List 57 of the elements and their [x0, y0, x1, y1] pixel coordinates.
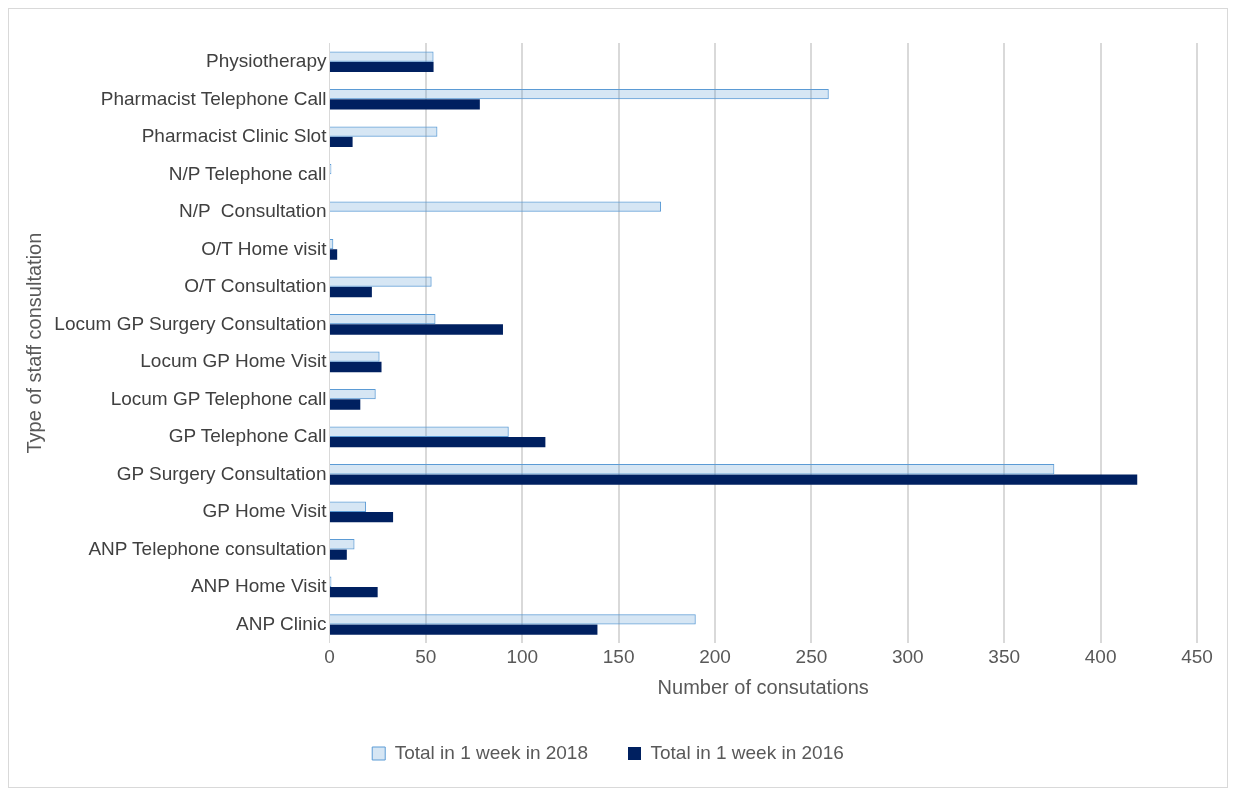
bar — [329, 549, 347, 560]
bar — [329, 361, 382, 373]
bar — [329, 286, 372, 298]
x-tick-label: 450 — [1181, 645, 1213, 667]
x-tick-label: 0 — [324, 645, 335, 667]
bar — [329, 52, 433, 61]
legend-label: Total in 1 week in 2016 — [650, 741, 844, 763]
x-tick-label: 350 — [988, 645, 1021, 667]
legend-label: Total in 1 week in 2018 — [394, 741, 588, 763]
bar — [329, 426, 509, 437]
x-tick-label: 300 — [891, 645, 924, 667]
y-tick-label: Locum GP Home Visit — [140, 350, 328, 372]
bar — [329, 436, 546, 448]
bar — [329, 277, 431, 286]
y-tick-label: GP Telephone Call — [168, 425, 327, 447]
y-tick-label: GP Surgery Consultation — [116, 462, 327, 484]
bar — [329, 99, 480, 110]
x-axis-title: Number of consutations — [657, 675, 869, 698]
bar — [329, 615, 695, 624]
y-tick-label: N/P Consultation — [178, 200, 327, 222]
x-tick-label: 50 — [415, 645, 437, 667]
x-tick-label: 400 — [1084, 645, 1117, 667]
bar — [329, 249, 338, 260]
x-tick-label: 200 — [699, 645, 731, 667]
bar — [329, 464, 1055, 475]
y-tick-label: Pharmacist Telephone Call — [100, 87, 327, 109]
bar — [329, 202, 661, 211]
y-tick-label: Locum GP Telephone call — [110, 387, 327, 409]
bar — [329, 352, 379, 361]
bar — [329, 127, 437, 136]
y-tick-label: GP Home Visit — [202, 500, 328, 522]
bar — [329, 389, 376, 400]
y-tick-label: O/T Consultation — [184, 275, 327, 297]
y-tick-label: O/T Home visit — [201, 237, 328, 259]
bar — [329, 324, 503, 335]
y-tick-label: Locum GP Surgery Consultation — [54, 312, 327, 334]
y-tick-label: Physiotherapy — [206, 49, 327, 71]
y-tick-label: ANP Clinic — [236, 612, 327, 634]
bar — [329, 314, 436, 325]
bar — [329, 501, 367, 512]
y-tick-label: N/P Telephone call — [168, 162, 327, 184]
y-tick-label: ANP Telephone consultation — [88, 537, 327, 559]
y-axis-title: Type of staff consultation — [22, 232, 45, 454]
bar — [329, 539, 355, 550]
bar — [329, 511, 394, 523]
x-tick-label: 250 — [795, 645, 828, 667]
x-tick-label: 100 — [506, 645, 539, 667]
bar — [329, 88, 829, 100]
bar — [329, 61, 434, 73]
bar — [329, 136, 353, 148]
bar — [329, 624, 598, 635]
y-tick-label: ANP Home Visit — [190, 575, 328, 597]
y-tick-label: Pharmacist Clinic Slot — [141, 125, 328, 147]
bar — [329, 399, 361, 410]
bar — [329, 586, 378, 598]
bar — [329, 474, 1138, 485]
x-tick-label: 150 — [602, 645, 635, 667]
